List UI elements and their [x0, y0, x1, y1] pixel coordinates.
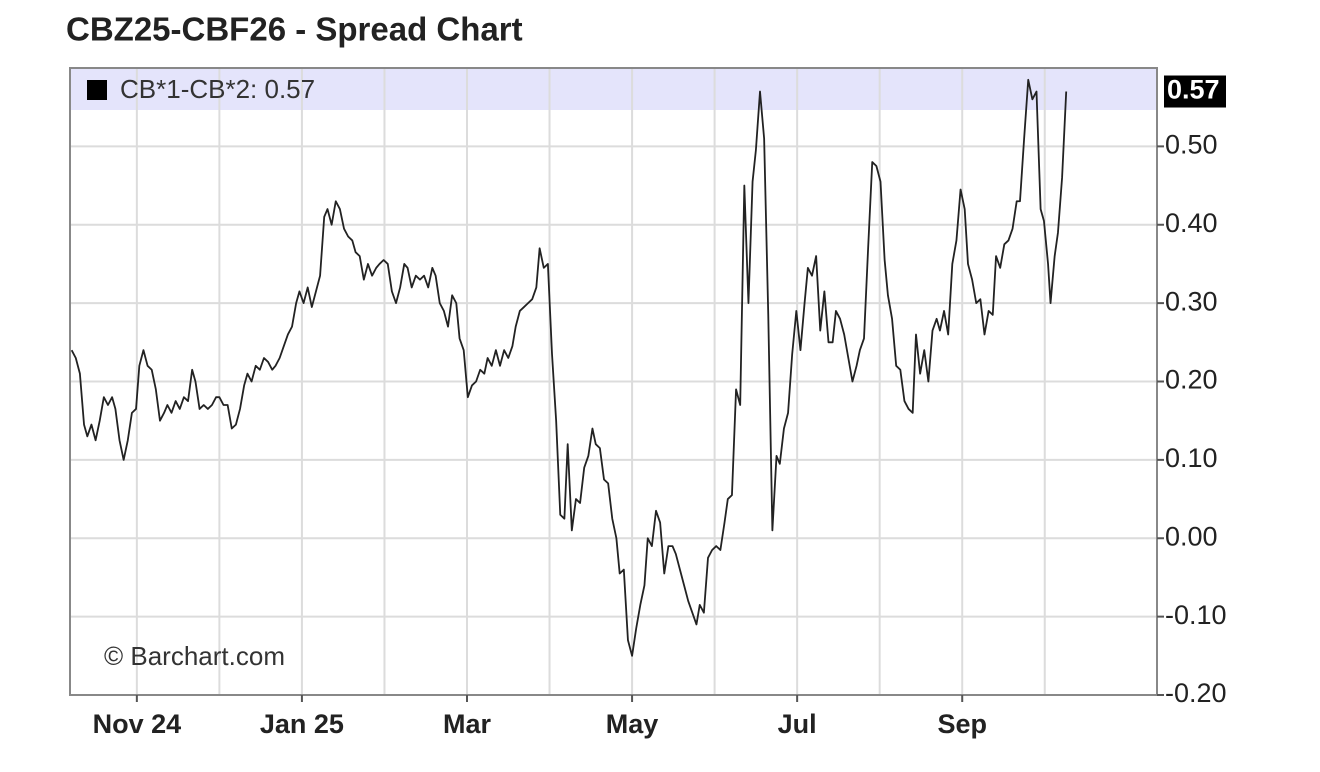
x-tick-label: Nov 24	[93, 709, 182, 739]
legend-band	[70, 68, 1157, 110]
y-tick-label: 0.30	[1165, 286, 1218, 316]
x-tick-label: Jul	[778, 709, 817, 739]
y-tick-label: 0.00	[1165, 521, 1218, 551]
last-value-badge	[1164, 75, 1226, 108]
y-tick-label: 0.20	[1165, 365, 1218, 395]
y-tick-label: 0.50	[1165, 130, 1218, 160]
legend-swatch	[87, 80, 107, 100]
legend-label: CB*1-CB*2: 0.57	[120, 74, 315, 104]
y-tick-label: 0.10	[1165, 443, 1218, 473]
last-value-label: 0.57	[1167, 75, 1220, 105]
y-tick-label: 0.40	[1165, 208, 1218, 238]
y-tick-label: -0.10	[1165, 600, 1227, 630]
x-tick-label: Jan 25	[260, 709, 344, 739]
series-line	[70, 78, 1068, 657]
chart-title: CBZ25-CBF26 - Spread Chart	[66, 11, 523, 48]
watermark: © Barchart.com	[104, 641, 285, 671]
x-tick-label: May	[606, 709, 659, 739]
y-tick-label: -0.20	[1165, 678, 1227, 708]
x-tick-label: Sep	[937, 709, 987, 739]
x-tick-label: Mar	[443, 709, 492, 739]
